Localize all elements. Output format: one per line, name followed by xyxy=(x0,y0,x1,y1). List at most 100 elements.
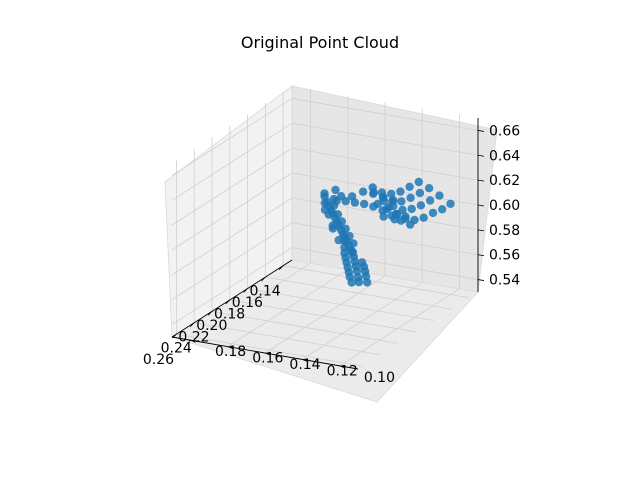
grid-line xyxy=(291,98,479,131)
data-point xyxy=(406,193,415,202)
grid-line xyxy=(171,197,293,276)
x-axis-line xyxy=(171,259,293,338)
z-tick-label: 0.62 xyxy=(489,173,520,189)
x-tick-label: 0.14 xyxy=(250,284,281,300)
grid-line xyxy=(291,172,479,206)
data-point xyxy=(387,189,396,199)
x-tick xyxy=(189,322,195,328)
data-point xyxy=(347,278,356,287)
data-point xyxy=(368,183,377,192)
grid-line xyxy=(171,147,293,226)
data-point xyxy=(336,192,346,201)
grid-line xyxy=(291,222,479,256)
data-point xyxy=(349,239,358,248)
scatter-points xyxy=(320,177,455,287)
data-point xyxy=(320,198,329,208)
y-tick-label: 0.16 xyxy=(252,351,283,367)
z-tick xyxy=(477,279,485,281)
grid-line xyxy=(291,122,479,156)
data-point xyxy=(405,182,414,191)
tick-labels: 0.140.160.180.200.220.240.260.100.120.14… xyxy=(143,123,520,385)
data-point xyxy=(369,202,378,211)
grid-line xyxy=(171,122,293,201)
x-tick xyxy=(278,265,284,270)
data-point xyxy=(406,220,415,229)
data-point xyxy=(329,194,338,204)
tick-marks xyxy=(172,130,485,369)
data-point xyxy=(398,205,407,215)
data-point xyxy=(363,278,372,287)
grid-line xyxy=(227,269,349,347)
y-tick xyxy=(190,339,196,343)
y-tick xyxy=(227,346,233,349)
y-tick xyxy=(339,365,345,369)
data-point xyxy=(331,185,340,195)
data-point xyxy=(369,189,378,198)
grid-line xyxy=(171,98,293,176)
data-point xyxy=(324,210,333,219)
data-point xyxy=(334,235,343,245)
x-tick-label: 0.20 xyxy=(196,318,227,334)
data-point xyxy=(329,201,339,210)
data-point xyxy=(341,224,350,233)
z-tick-label: 0.64 xyxy=(489,148,520,164)
data-point xyxy=(396,187,405,196)
z-tick xyxy=(477,229,485,232)
data-point xyxy=(414,177,423,187)
y-tick xyxy=(264,352,271,356)
x-tick-label: 0.24 xyxy=(161,341,192,357)
data-point xyxy=(428,208,438,218)
y-tick-label: 0.12 xyxy=(327,363,358,379)
data-point xyxy=(435,191,444,200)
data-point xyxy=(358,187,368,196)
y-tick-label: 0.10 xyxy=(364,370,395,386)
z-tick-label: 0.54 xyxy=(489,273,520,289)
data-point xyxy=(390,215,399,224)
grid-line xyxy=(171,172,293,251)
grid-line xyxy=(171,247,293,325)
x-tick-label: 0.22 xyxy=(178,329,209,345)
data-point xyxy=(337,217,346,226)
data-point xyxy=(359,262,369,271)
data-point xyxy=(396,216,406,225)
z-tick-label: 0.56 xyxy=(489,248,520,264)
data-point xyxy=(397,197,406,206)
data-point xyxy=(333,210,343,219)
x-tick xyxy=(261,276,266,282)
grid-line xyxy=(264,275,386,354)
chart-title: Original Point Cloud xyxy=(240,33,400,52)
data-point xyxy=(415,188,425,198)
right-pane xyxy=(291,85,498,293)
data-point xyxy=(379,192,388,202)
z-tick-label: 0.60 xyxy=(489,198,520,214)
data-point xyxy=(360,199,369,209)
grid-line xyxy=(171,222,293,301)
x-tick-label: 0.18 xyxy=(214,307,245,323)
x-tick xyxy=(243,288,248,293)
grid-line xyxy=(291,247,479,280)
grid-line xyxy=(190,262,311,341)
x-tick xyxy=(207,311,213,316)
grid-line xyxy=(339,288,460,367)
z-tick-label: 0.58 xyxy=(489,223,520,239)
data-point xyxy=(438,205,447,214)
x-tick xyxy=(225,299,231,305)
grid-line xyxy=(301,282,423,360)
data-point xyxy=(416,201,426,210)
grid-lines xyxy=(171,89,479,367)
z-tick xyxy=(477,154,485,157)
z-tick xyxy=(477,179,485,182)
data-point xyxy=(425,196,435,205)
data-point xyxy=(424,184,434,193)
data-point xyxy=(328,224,338,233)
z-tick-label: 0.66 xyxy=(489,123,520,139)
y-tick-label: 0.14 xyxy=(289,357,320,373)
data-point xyxy=(347,192,357,201)
data-point xyxy=(320,189,329,198)
data-point xyxy=(419,213,428,222)
z-tick xyxy=(477,254,485,257)
data-point xyxy=(446,199,455,208)
y-tick xyxy=(302,359,308,362)
